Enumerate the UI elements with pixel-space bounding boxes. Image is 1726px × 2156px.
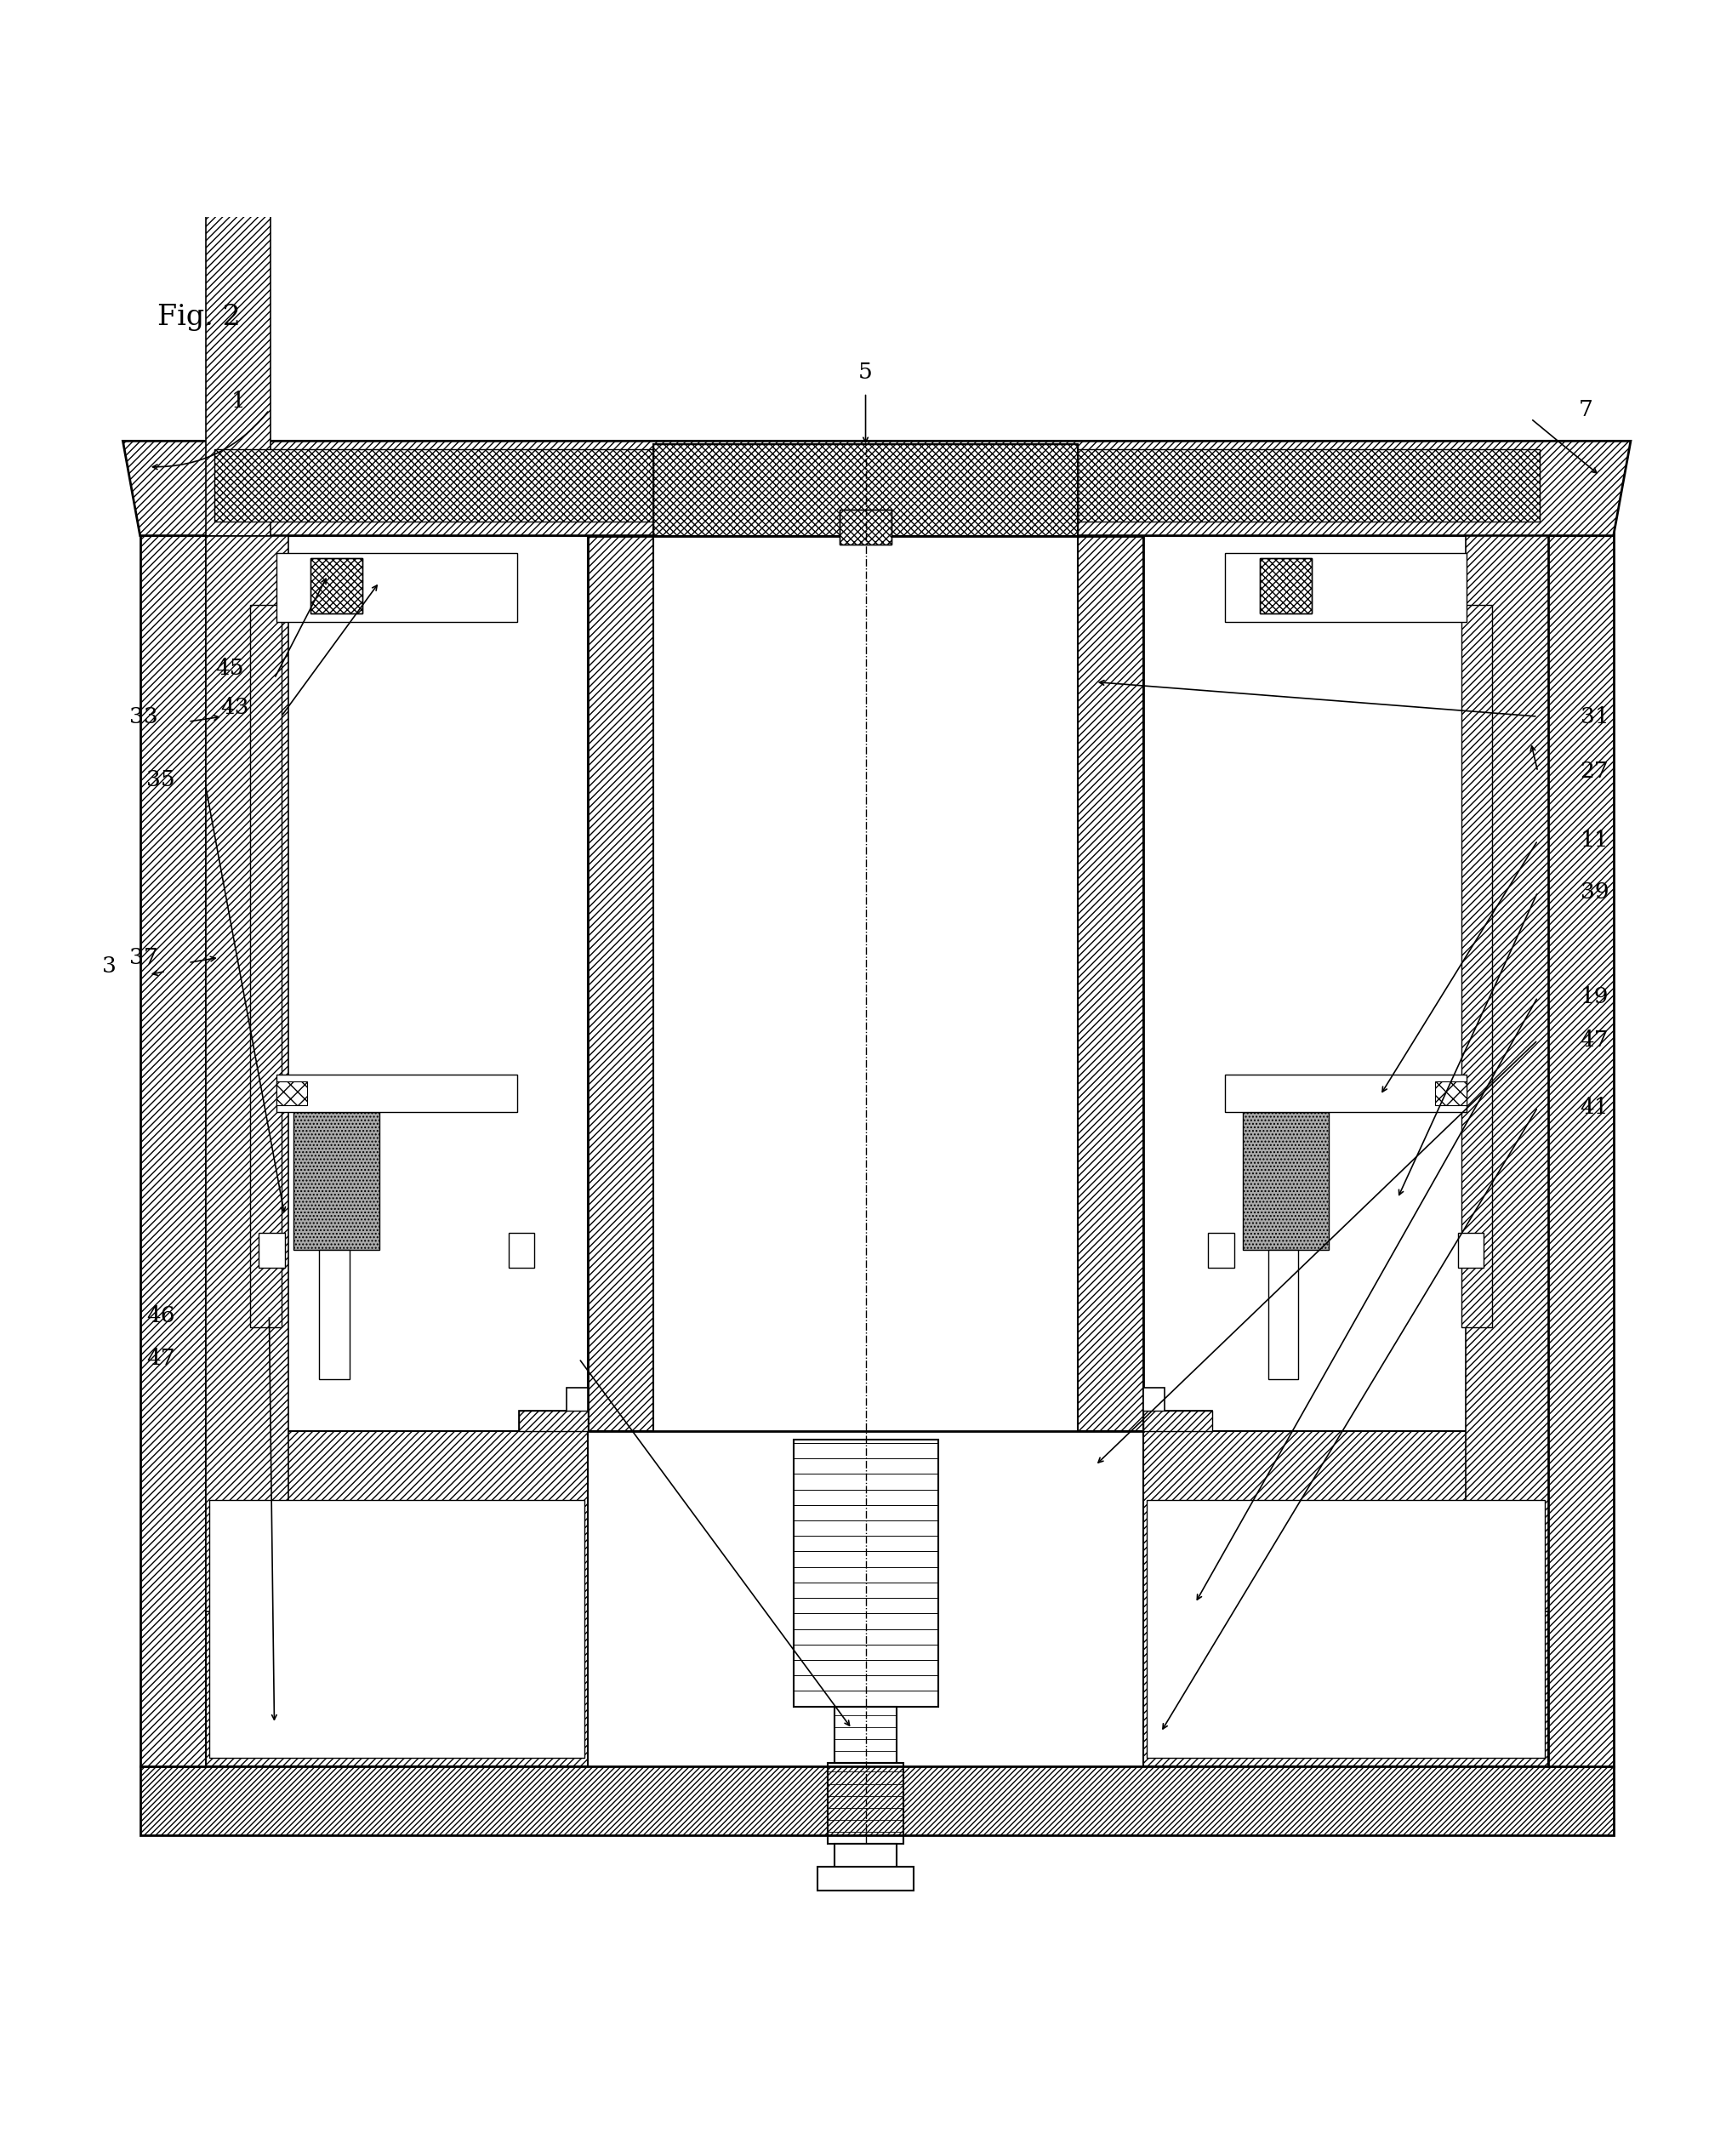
Text: 31: 31 bbox=[1581, 705, 1609, 727]
Text: 33: 33 bbox=[129, 705, 157, 727]
Bar bbox=[652, 444, 1079, 535]
Text: 35: 35 bbox=[147, 770, 174, 791]
Bar bbox=[205, 1432, 587, 1766]
Text: 41: 41 bbox=[1581, 1097, 1609, 1119]
Bar bbox=[1144, 1410, 1212, 1432]
Bar bbox=[311, 558, 362, 612]
Text: 27: 27 bbox=[1581, 761, 1609, 783]
Bar bbox=[293, 1112, 380, 1250]
Bar bbox=[818, 1867, 913, 1891]
Bar bbox=[259, 1233, 285, 1268]
Bar bbox=[1269, 1250, 1298, 1380]
Bar bbox=[1144, 1432, 1548, 1766]
Bar bbox=[1465, 535, 1548, 1613]
Bar bbox=[1225, 552, 1467, 621]
Polygon shape bbox=[123, 442, 1631, 535]
Bar bbox=[311, 558, 362, 612]
Bar bbox=[276, 1082, 307, 1106]
Bar bbox=[1458, 1233, 1484, 1268]
Text: 46: 46 bbox=[147, 1304, 174, 1326]
Bar bbox=[1148, 1501, 1545, 1757]
Bar bbox=[1260, 558, 1312, 612]
Bar bbox=[1079, 535, 1144, 1432]
Bar bbox=[652, 535, 1079, 1432]
Bar bbox=[276, 552, 518, 621]
Bar bbox=[587, 535, 652, 1432]
Text: 47: 47 bbox=[147, 1348, 174, 1369]
Bar bbox=[828, 1764, 903, 1843]
Bar bbox=[1243, 1112, 1329, 1250]
Text: 37: 37 bbox=[129, 946, 157, 968]
Text: Fig. 2: Fig. 2 bbox=[157, 304, 240, 330]
Text: 39: 39 bbox=[1581, 882, 1609, 903]
Bar bbox=[835, 1843, 896, 1869]
Bar bbox=[1260, 558, 1312, 612]
Bar bbox=[835, 1705, 896, 1764]
Bar bbox=[509, 1233, 535, 1268]
Bar bbox=[1208, 1233, 1234, 1268]
Bar bbox=[205, 0, 271, 535]
Bar bbox=[140, 515, 205, 1766]
Text: 5: 5 bbox=[858, 362, 873, 384]
Bar bbox=[214, 451, 1540, 522]
Bar bbox=[276, 1074, 518, 1112]
Bar bbox=[587, 535, 1144, 1432]
Text: 1: 1 bbox=[231, 390, 245, 412]
Bar bbox=[205, 535, 288, 1613]
Text: 47: 47 bbox=[1581, 1028, 1609, 1050]
Bar bbox=[1225, 1074, 1467, 1112]
Bar bbox=[209, 1501, 583, 1757]
Text: 11: 11 bbox=[1581, 830, 1609, 852]
Bar bbox=[652, 444, 1079, 535]
Bar bbox=[319, 1250, 349, 1380]
Bar bbox=[250, 604, 281, 1328]
Text: 45: 45 bbox=[216, 658, 243, 679]
Polygon shape bbox=[1144, 1388, 1212, 1432]
Bar bbox=[1548, 515, 1614, 1766]
Bar bbox=[841, 509, 891, 543]
Text: 7: 7 bbox=[1579, 399, 1593, 420]
Bar bbox=[140, 1766, 1614, 1835]
Polygon shape bbox=[520, 1388, 587, 1432]
Bar bbox=[841, 509, 891, 543]
Text: 3: 3 bbox=[102, 955, 116, 977]
Text: 43: 43 bbox=[221, 696, 249, 718]
Bar bbox=[1436, 1082, 1467, 1106]
Bar bbox=[794, 1440, 937, 1705]
Bar bbox=[520, 1410, 587, 1432]
Text: 19: 19 bbox=[1581, 987, 1609, 1007]
Bar bbox=[1462, 604, 1491, 1328]
